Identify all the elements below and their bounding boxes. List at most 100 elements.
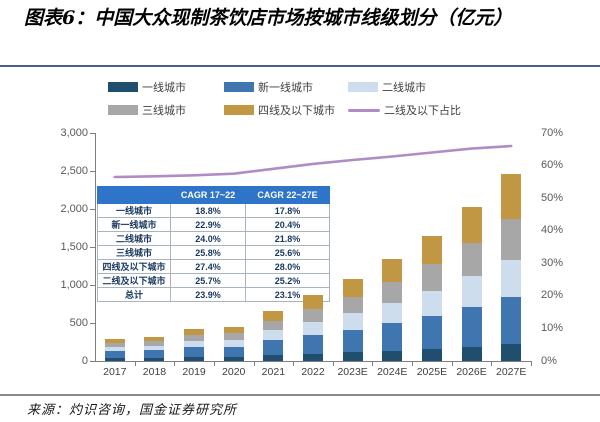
bar-segment-新一线城市 — [223, 346, 244, 357]
legend-swatch-icon — [224, 82, 254, 92]
bar-segment-二线城市 — [421, 290, 442, 316]
y-axis-tick-label: 1,500 — [60, 240, 88, 253]
y-axis-tick-mark — [90, 247, 95, 248]
cagr-table-cell: 21.8% — [245, 231, 330, 246]
cagr-table-cell: 三线城市 — [97, 245, 171, 260]
cagr-table-cell: 新一线城市 — [97, 217, 171, 232]
legend-swatch-icon — [224, 105, 254, 115]
x-axis-tick-mark — [253, 362, 255, 366]
x-axis-tick-mark — [372, 362, 374, 366]
x-axis-tick-mark — [332, 362, 334, 366]
y-axis-tick-label: 1,000 — [60, 278, 88, 291]
legend-swatch-icon — [348, 82, 378, 92]
cagr-table-cell: 24.0% — [170, 231, 246, 246]
bar-segment-一线城市 — [144, 357, 165, 361]
right-axis-tick-label: 40% — [541, 224, 564, 237]
cagr-table-cell: 总计 — [97, 287, 171, 302]
cagr-table-cell: 20.4% — [245, 217, 330, 232]
legend-label: 新一线城市 — [258, 82, 313, 94]
x-axis-label: 2022 — [301, 366, 325, 378]
cagr-table: CAGR 17~22 CAGR 22~27E 一线城市 18.8% 17.8% 新一线城市… — [97, 186, 330, 302]
bar-segment-新一线城市 — [342, 329, 363, 353]
cagr-table-row: 二线及以下城市 25.7% 25.2% — [97, 273, 330, 288]
bar-segment-三线城市 — [501, 219, 522, 261]
bar-segment-四线及以下城市 — [104, 338, 125, 343]
bar-segment-四线及以下城市 — [501, 174, 522, 220]
legend-row: 三线城市 四线及以下城市 二线及以下占比 — [108, 102, 568, 118]
bar-segment-一线城市 — [342, 352, 363, 361]
cagr-table-cell: 二线城市 — [97, 231, 171, 246]
bar-segment-二线城市 — [223, 339, 244, 347]
y-axis-tick-label: 3,000 — [60, 126, 88, 139]
right-axis-tick-label: 0% — [541, 354, 557, 367]
bar-segment-新一线城市 — [263, 340, 284, 356]
x-axis-label: 2026E — [456, 366, 487, 378]
cagr-table-row: 四线及以下城市 27.4% 28.0% — [97, 259, 330, 274]
x-axis-tick-mark — [134, 362, 136, 366]
bar-segment-二线城市 — [501, 260, 522, 298]
bar-segment-二线城市 — [184, 341, 205, 348]
bar-segment-二线城市 — [303, 321, 323, 335]
cagr-table-cell: 18.8% — [170, 203, 246, 218]
share-line-series — [113, 144, 513, 179]
bar-segment-一线城市 — [223, 356, 244, 361]
legend-label: 一线城市 — [142, 82, 186, 94]
y-axis-tick-mark — [90, 209, 95, 210]
legend-item-四线及以下城市: 四线及以下城市 — [224, 102, 348, 118]
bar-segment-二线城市 — [382, 302, 403, 324]
legend-item-二线及以下占比: 二线及以下占比 — [348, 102, 508, 118]
bar-segment-四线及以下城市 — [263, 310, 284, 321]
y-axis-tick-mark — [90, 133, 95, 134]
legend-row: 一线城市 新一线城市 二线城市 — [108, 79, 568, 95]
right-axis-tick-label: 50% — [541, 191, 564, 204]
footer-divider — [0, 394, 600, 396]
bar-segment-四线及以下城市 — [223, 327, 244, 334]
cagr-table-cell: 四线及以下城市 — [97, 259, 171, 274]
bar-segment-二线城市 — [342, 313, 363, 330]
y-axis-tick-mark — [90, 171, 95, 172]
x-axis-label: 2027E — [495, 366, 527, 378]
cagr-table-cell: 25.8% — [170, 245, 246, 260]
bar-segment-三线城市 — [144, 341, 165, 346]
legend-label: 三线城市 — [142, 105, 186, 117]
bar-segment-四线及以下城市 — [144, 336, 165, 342]
cagr-table-header-cell — [97, 186, 171, 204]
y-axis-tick-label: 2,500 — [60, 164, 88, 177]
x-axis-tick-mark — [213, 362, 215, 366]
cagr-table-header-cell: CAGR 17~22 — [170, 186, 246, 204]
right-axis-tick-label: 70% — [541, 126, 564, 139]
right-axis-tick-label: 20% — [541, 289, 564, 302]
cagr-table-row: 总计 23.9% 23.1% — [97, 287, 330, 302]
y-axis-tick-mark — [90, 323, 95, 324]
x-axis-label: 2021 — [261, 366, 286, 378]
bar-segment-新一线城市 — [184, 347, 205, 358]
cagr-table-cell: 一线城市 — [97, 203, 171, 218]
bar-segment-新一线城市 — [461, 307, 482, 347]
bar-segment-一线城市 — [501, 344, 522, 361]
x-axis-label: 2019 — [182, 366, 206, 378]
bar-segment-三线城市 — [421, 264, 442, 291]
cagr-table-header-row: CAGR 17~22 CAGR 22~27E — [97, 186, 330, 204]
bar-segment-二线城市 — [461, 276, 482, 308]
bar-segment-四线及以下城市 — [342, 278, 363, 297]
legend-line-swatch-icon — [348, 108, 380, 112]
cagr-table-body: 一线城市 18.8% 17.8% 新一线城市 22.9% 20.4% 二线城市 24.0% 21… — [97, 203, 330, 302]
legend-item-新一线城市: 新一线城市 — [224, 79, 348, 95]
cagr-table-cell: 23.9% — [170, 287, 246, 302]
x-axis-label: 2020 — [222, 366, 246, 378]
bar-segment-一线城市 — [421, 348, 442, 361]
bar-segment-一线城市 — [263, 355, 284, 361]
x-axis-label: 2025E — [416, 366, 448, 378]
bar-segment-四线及以下城市 — [303, 295, 323, 309]
right-axis-tick-label: 60% — [541, 159, 564, 172]
cagr-table-row: 二线城市 24.0% 21.8% — [97, 231, 330, 246]
bar-segment-三线城市 — [382, 281, 403, 303]
legend-item-一线城市: 一线城市 — [108, 79, 224, 95]
legend-swatch-icon — [108, 105, 138, 115]
x-axis-tick-mark — [412, 362, 414, 366]
source-note: 来源：灼识咨询，国金证券研究所 — [27, 403, 238, 418]
x-axis-tick-mark — [491, 362, 493, 366]
cagr-table-header-cell: CAGR 22~27E — [245, 186, 330, 204]
bar-segment-三线城市 — [184, 335, 205, 342]
y-axis-tick-label: 2,000 — [60, 202, 88, 215]
